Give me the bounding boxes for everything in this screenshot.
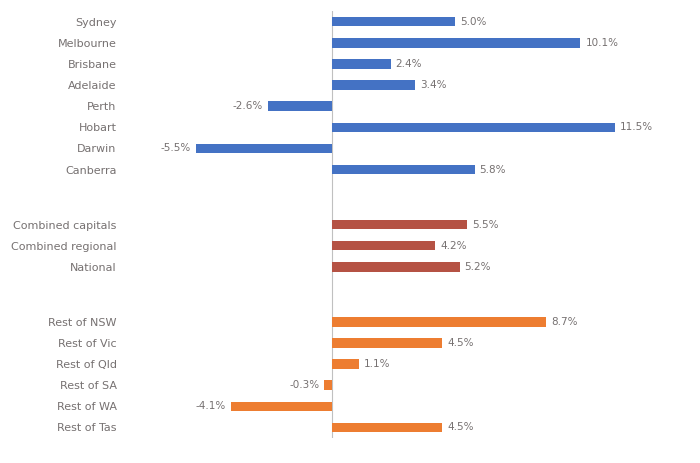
Text: -5.5%: -5.5% [161, 144, 191, 153]
Bar [267, 101, 332, 111]
Bar [196, 144, 332, 153]
Bar [332, 38, 580, 48]
Bar [332, 262, 460, 272]
Text: 5.2%: 5.2% [465, 262, 491, 272]
Bar [332, 80, 415, 90]
Text: 10.1%: 10.1% [585, 38, 618, 48]
Bar [332, 241, 435, 250]
Text: 5.8%: 5.8% [480, 165, 506, 175]
Text: 5.0%: 5.0% [460, 17, 486, 27]
Text: -0.3%: -0.3% [289, 380, 319, 390]
Bar [332, 359, 358, 369]
Text: 4.5%: 4.5% [447, 338, 474, 348]
Bar [332, 317, 546, 326]
Text: 1.1%: 1.1% [363, 359, 390, 369]
Text: 2.4%: 2.4% [395, 59, 422, 69]
Text: -2.6%: -2.6% [232, 101, 262, 111]
Bar [332, 165, 475, 175]
Bar [332, 123, 615, 132]
Bar [230, 401, 332, 411]
Text: 4.2%: 4.2% [440, 241, 466, 250]
Bar [332, 338, 442, 348]
Text: 8.7%: 8.7% [551, 317, 577, 327]
Text: 3.4%: 3.4% [420, 80, 447, 90]
Bar [332, 17, 455, 26]
Text: -4.1%: -4.1% [195, 401, 225, 411]
Text: 5.5%: 5.5% [472, 219, 498, 230]
Bar [332, 59, 391, 69]
Bar [332, 423, 442, 432]
Text: 4.5%: 4.5% [447, 422, 474, 432]
Bar [324, 381, 332, 390]
Bar [332, 220, 467, 229]
Text: 11.5%: 11.5% [620, 122, 653, 132]
